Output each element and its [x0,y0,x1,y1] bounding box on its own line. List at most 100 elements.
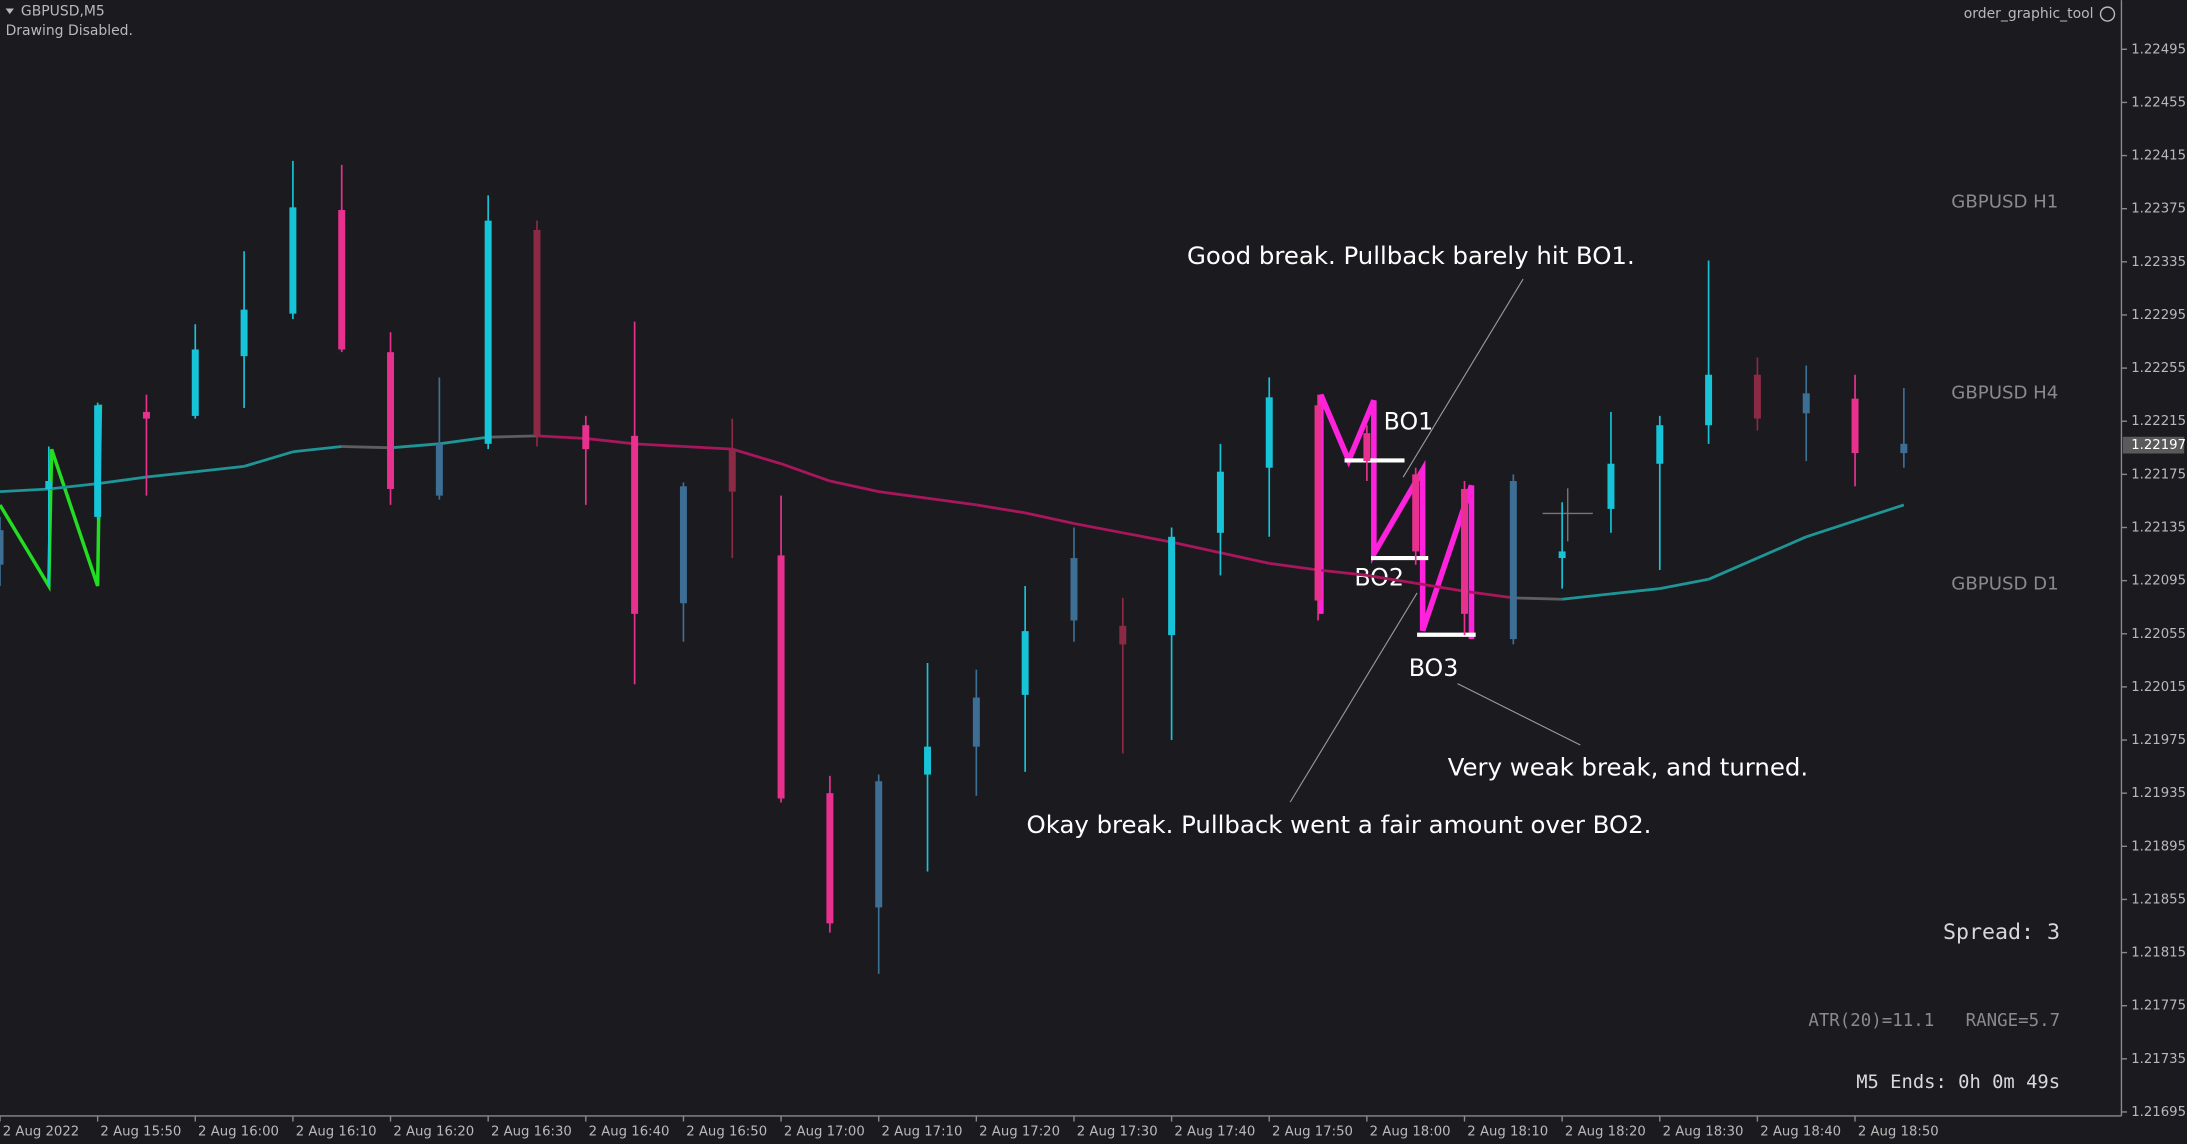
bar-timer: M5 Ends: 0h 0m 49s [1856,1072,2060,1093]
y-tick-label: 1.21695 [2131,1105,2186,1120]
candle-body [533,229,541,436]
candle-body [484,220,492,444]
candle-body [1509,481,1517,640]
candle-body [1461,488,1468,614]
y-tick-label: 1.22335 [2131,255,2186,270]
moving-average [1171,540,1221,555]
moving-average [1610,587,1660,596]
x-tick-label: 2 Aug 17:30 [1077,1124,1158,1139]
candle-body [94,405,102,517]
leader-line [1289,592,1418,803]
moving-average [488,434,538,439]
candle-body [1168,536,1176,636]
breakout-label: BO1 [1384,407,1434,435]
candle-body [972,697,980,747]
status: Drawing Disabled. [6,23,133,39]
collapse-icon[interactable] [5,8,14,15]
moving-average [1854,503,1905,523]
moving-average [780,462,831,483]
moving-average [390,442,440,450]
candle-body [875,781,883,908]
moving-average [878,490,928,500]
y-tick-label: 1.22215 [2131,414,2186,429]
candle-body [1265,397,1273,468]
candle-body [0,530,4,565]
moving-average [1659,577,1709,590]
candle-body [1802,393,1810,414]
candle-body [289,207,297,314]
candle-body [679,486,687,604]
x-tick-label: 2 Aug 16:10 [296,1124,377,1139]
candle-body [1851,398,1859,454]
candle-body [631,435,639,614]
moving-average [146,470,196,479]
moving-average [683,445,733,451]
leader-line [1402,278,1524,478]
y-tick-label: 1.22495 [2131,42,2186,57]
y-tick-label: 1.22415 [2131,149,2186,164]
candle-body [435,443,443,496]
moving-average [1073,522,1124,535]
tool-icon[interactable] [2099,6,2116,22]
x-tick-label: 2 Aug 2022 [3,1124,79,1139]
moving-average [292,445,342,454]
candle-body [1119,625,1127,645]
moving-average [1366,573,1416,585]
atr-range: ATR(20)=11.1 RANGE=5.7 [1808,1011,2060,1031]
x-tick-label: 2 Aug 17:00 [784,1124,865,1139]
moving-average [1464,589,1514,600]
y-tick-label: 1.22095 [2131,574,2186,589]
candle-body [387,352,395,489]
moving-average [1415,581,1465,593]
moving-average [48,482,98,491]
x-tick-label: 2 Aug 16:50 [686,1124,767,1139]
panel-label: GBPUSD H1 [1951,191,2058,212]
zigzag-overlay [0,404,103,593]
x-tick-label: 2 Aug 16:30 [491,1124,572,1139]
candle-body [1412,474,1420,552]
candle-body [1558,551,1566,559]
candle-body [924,746,932,775]
y-tick-label: 1.21775 [2131,999,2186,1014]
leader-line [1457,683,1581,746]
current-price-label: 1.22197 [2131,438,2186,453]
candle-body [826,793,834,924]
y-tick-label: 1.22295 [2131,308,2186,323]
x-tick-label: 2 Aug 18:50 [1858,1124,1939,1139]
candle-body [1705,374,1713,426]
annotation: Okay break. Pullback went a fair amount … [1027,810,1652,839]
symbol: GBPUSD,M5 [21,3,105,19]
candle-body [1314,405,1322,601]
x-tick-label: 2 Aug 16:00 [198,1124,279,1139]
candle-body [142,411,150,419]
annotation: Very weak break, and turned. [1448,753,1808,782]
candle-body [1363,433,1371,462]
x-tick-label: 2 Aug 16:40 [589,1124,670,1139]
moving-average [1708,556,1758,581]
y-tick-label: 1.21815 [2131,946,2186,961]
panel-label: GBPUSD D1 [1951,574,2058,595]
candle-body [1216,471,1224,533]
moving-average [536,434,586,440]
y-tick-label: 1.21895 [2131,839,2186,854]
candle-body [240,309,248,357]
moving-average [1024,511,1075,525]
y-tick-label: 1.21935 [2131,786,2186,801]
x-tick-label: 2 Aug 18:20 [1565,1124,1646,1139]
x-tick-label: 2 Aug 17:40 [1174,1124,1255,1139]
moving-average [341,445,391,450]
spread: Spread: 3 [1943,920,2060,945]
annotation: Good break. Pullback barely hit BO1. [1187,241,1635,270]
current-price-box [2122,436,2185,454]
moving-average [1269,561,1319,572]
candle-body [777,555,785,799]
candle-body [582,425,590,450]
candle-body [45,481,53,489]
y-tick-label: 1.21975 [2131,733,2186,748]
moving-average [1122,531,1172,544]
moving-average [439,435,489,446]
moving-average [97,475,147,486]
moving-average [976,503,1026,515]
